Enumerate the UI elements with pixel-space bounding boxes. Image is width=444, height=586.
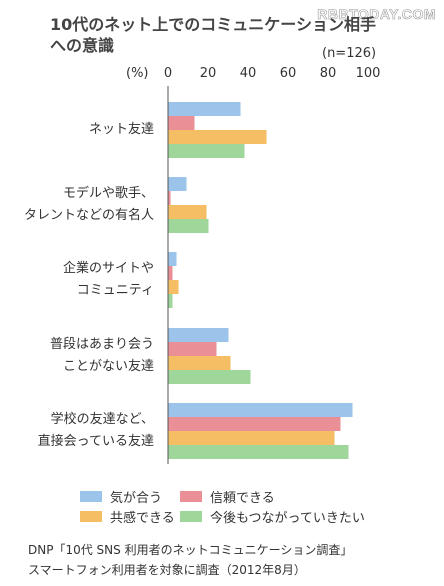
bar-3-series-2 bbox=[168, 266, 173, 280]
x-tick-label: 100 bbox=[355, 66, 381, 81]
legend-swatch bbox=[180, 491, 202, 502]
legend-item: 気が合う bbox=[80, 487, 162, 506]
legend-label: 気が合う bbox=[110, 491, 163, 506]
bar-3-series-3 bbox=[168, 280, 179, 294]
bar-5-series-2 bbox=[168, 417, 341, 431]
legend-item: 共感できる bbox=[80, 507, 175, 526]
legend-swatch bbox=[180, 511, 202, 522]
unit-label: (%) bbox=[126, 66, 149, 81]
bar-2-series-4 bbox=[168, 219, 209, 233]
legend-label: 共感できる bbox=[110, 511, 175, 526]
legend-swatch bbox=[80, 511, 102, 522]
chart-title: 10代のネット上でのコミュニケーション相手への意識 bbox=[50, 15, 376, 55]
bar-5-series-4 bbox=[168, 445, 349, 459]
bar-4-series-2 bbox=[168, 342, 217, 356]
x-tick-label: 60 bbox=[279, 66, 297, 81]
category-label: 普段はあまり会う ことがない友達 bbox=[49, 337, 154, 374]
bar-4-series-1 bbox=[168, 328, 229, 342]
bar-5-series-3 bbox=[168, 431, 335, 445]
bar-1-series-1 bbox=[168, 102, 241, 116]
watermark: RBBTODAY.COM bbox=[317, 6, 436, 23]
bar-3-series-1 bbox=[168, 252, 177, 266]
bar-2-series-2 bbox=[168, 191, 171, 205]
category-label: ネット友達 bbox=[88, 122, 154, 137]
source-line-2: スマートフォン利用者を対象に調査（2012年8月） bbox=[28, 563, 306, 577]
bar-1-series-3 bbox=[168, 130, 267, 144]
sample-size-label: (n=126) bbox=[322, 46, 377, 61]
source-line-1: DNP「10代 SNS 利用者のネットコミュニケーション調査」 bbox=[28, 543, 353, 557]
x-tick-label: 20 bbox=[199, 66, 217, 81]
x-tick-label: 80 bbox=[319, 66, 337, 81]
bar-5-series-1 bbox=[168, 403, 353, 417]
bar-2-series-1 bbox=[168, 177, 187, 191]
category-label: モデルや歌手、 タレントなどの有名人 bbox=[23, 186, 154, 223]
bar-1-series-2 bbox=[168, 116, 195, 130]
x-tick-label: 0 bbox=[163, 66, 173, 81]
category-label: 学校の友達など、 直接会っている友達 bbox=[37, 412, 154, 449]
legend-label: 今後もつながっていきたい bbox=[210, 511, 365, 526]
bar-4-series-4 bbox=[168, 370, 251, 384]
bar-4-series-3 bbox=[168, 356, 231, 370]
bar-2-series-3 bbox=[168, 205, 207, 219]
legend-item: 今後もつながっていきたい bbox=[180, 507, 365, 526]
bar-3-series-4 bbox=[168, 294, 173, 308]
legend-swatch bbox=[80, 491, 102, 502]
legend-label: 信頼できる bbox=[210, 491, 275, 506]
legend-item: 信頼できる bbox=[180, 487, 275, 506]
x-tick-label: 40 bbox=[239, 66, 257, 81]
category-label: 企業のサイトや コミュニティ bbox=[62, 261, 154, 298]
bar-1-series-4 bbox=[168, 144, 245, 158]
